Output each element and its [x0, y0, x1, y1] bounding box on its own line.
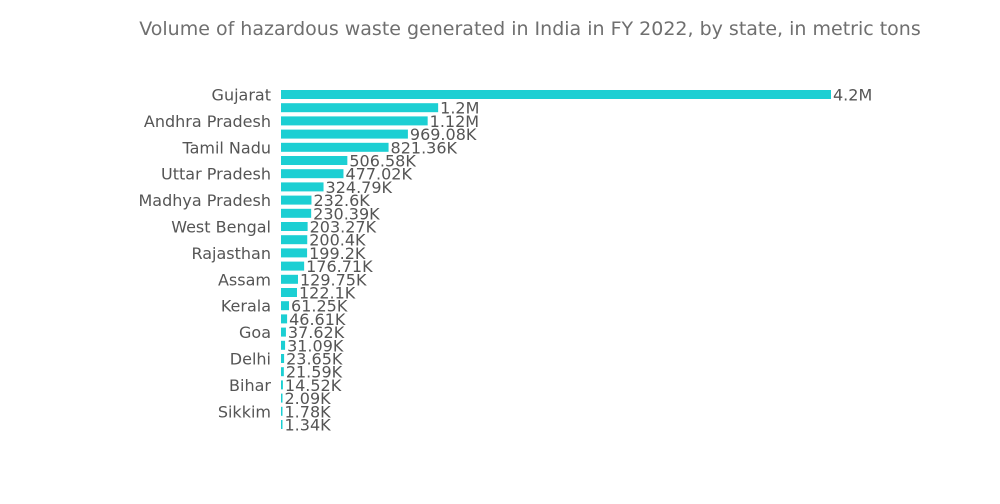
bar — [281, 261, 305, 271]
category-label: Sikkim — [218, 402, 271, 421]
value-label: 1.78K — [285, 402, 332, 421]
bar — [281, 354, 285, 363]
value-label: 477.02K — [345, 165, 412, 184]
category-label: Andhra Pradesh — [144, 112, 271, 131]
bar — [281, 182, 324, 192]
value-label: 176.71K — [306, 257, 373, 276]
value-label: 31.09K — [287, 336, 344, 355]
bar — [281, 235, 308, 245]
value-label: 122.1K — [299, 284, 356, 303]
value-label: 969.08K — [410, 125, 477, 144]
category-label: Uttar Pradesh — [161, 165, 271, 184]
category-label: Bihar — [229, 376, 271, 395]
category-label: West Bengal — [171, 218, 271, 237]
bar — [281, 103, 439, 113]
bar — [281, 156, 348, 165]
bar — [281, 90, 831, 99]
bar — [281, 380, 283, 390]
value-label: 203.27K — [310, 218, 377, 237]
value-label: 506.58K — [349, 152, 416, 171]
bar — [281, 288, 297, 297]
bar — [281, 406, 283, 416]
bar — [281, 393, 283, 403]
value-label: 4.2M — [833, 86, 872, 105]
category-label: Tamil Nadu — [181, 138, 271, 157]
bar — [281, 129, 408, 139]
category-label: Assam — [218, 270, 271, 289]
category-label: Delhi — [230, 350, 271, 369]
bar — [281, 116, 428, 126]
bar — [281, 274, 298, 284]
value-label: 1.2M — [440, 99, 479, 118]
value-label: 21.59K — [286, 363, 343, 382]
bar — [281, 301, 290, 311]
value-label: 232.6K — [313, 191, 370, 210]
chart-title: Volume of hazardous waste generated in I… — [139, 18, 921, 40]
value-label: 37.62K — [288, 323, 345, 342]
category-label: Madhya Pradesh — [139, 191, 272, 210]
category-label: Gujarat — [212, 86, 271, 105]
value-label: 200.4K — [309, 231, 366, 250]
value-label: 129.75K — [300, 270, 367, 289]
value-label: 2.09K — [285, 389, 332, 408]
bar — [281, 142, 389, 152]
value-label: 14.52K — [285, 376, 342, 395]
bar — [281, 420, 283, 429]
category-label: Goa — [239, 323, 271, 342]
bar — [281, 248, 308, 258]
category-label: Kerala — [221, 297, 271, 316]
bar — [281, 327, 286, 337]
value-label: 199.2K — [309, 244, 366, 263]
bar — [281, 222, 308, 231]
value-label: 821.36K — [391, 138, 458, 157]
category-label: Rajasthan — [191, 244, 271, 263]
value-label: 324.79K — [326, 178, 393, 197]
bar — [281, 208, 312, 218]
value-label: 1.12M — [430, 112, 479, 131]
value-label: 230.39K — [313, 204, 380, 223]
value-label: 1.34K — [285, 416, 332, 435]
value-label: 61.25K — [291, 297, 348, 316]
bar — [281, 195, 312, 205]
value-label: 23.65K — [286, 350, 343, 369]
bar — [281, 314, 288, 324]
value-label: 46.61K — [289, 310, 346, 329]
bar — [281, 340, 286, 350]
bar — [281, 169, 344, 179]
bar — [281, 367, 284, 377]
